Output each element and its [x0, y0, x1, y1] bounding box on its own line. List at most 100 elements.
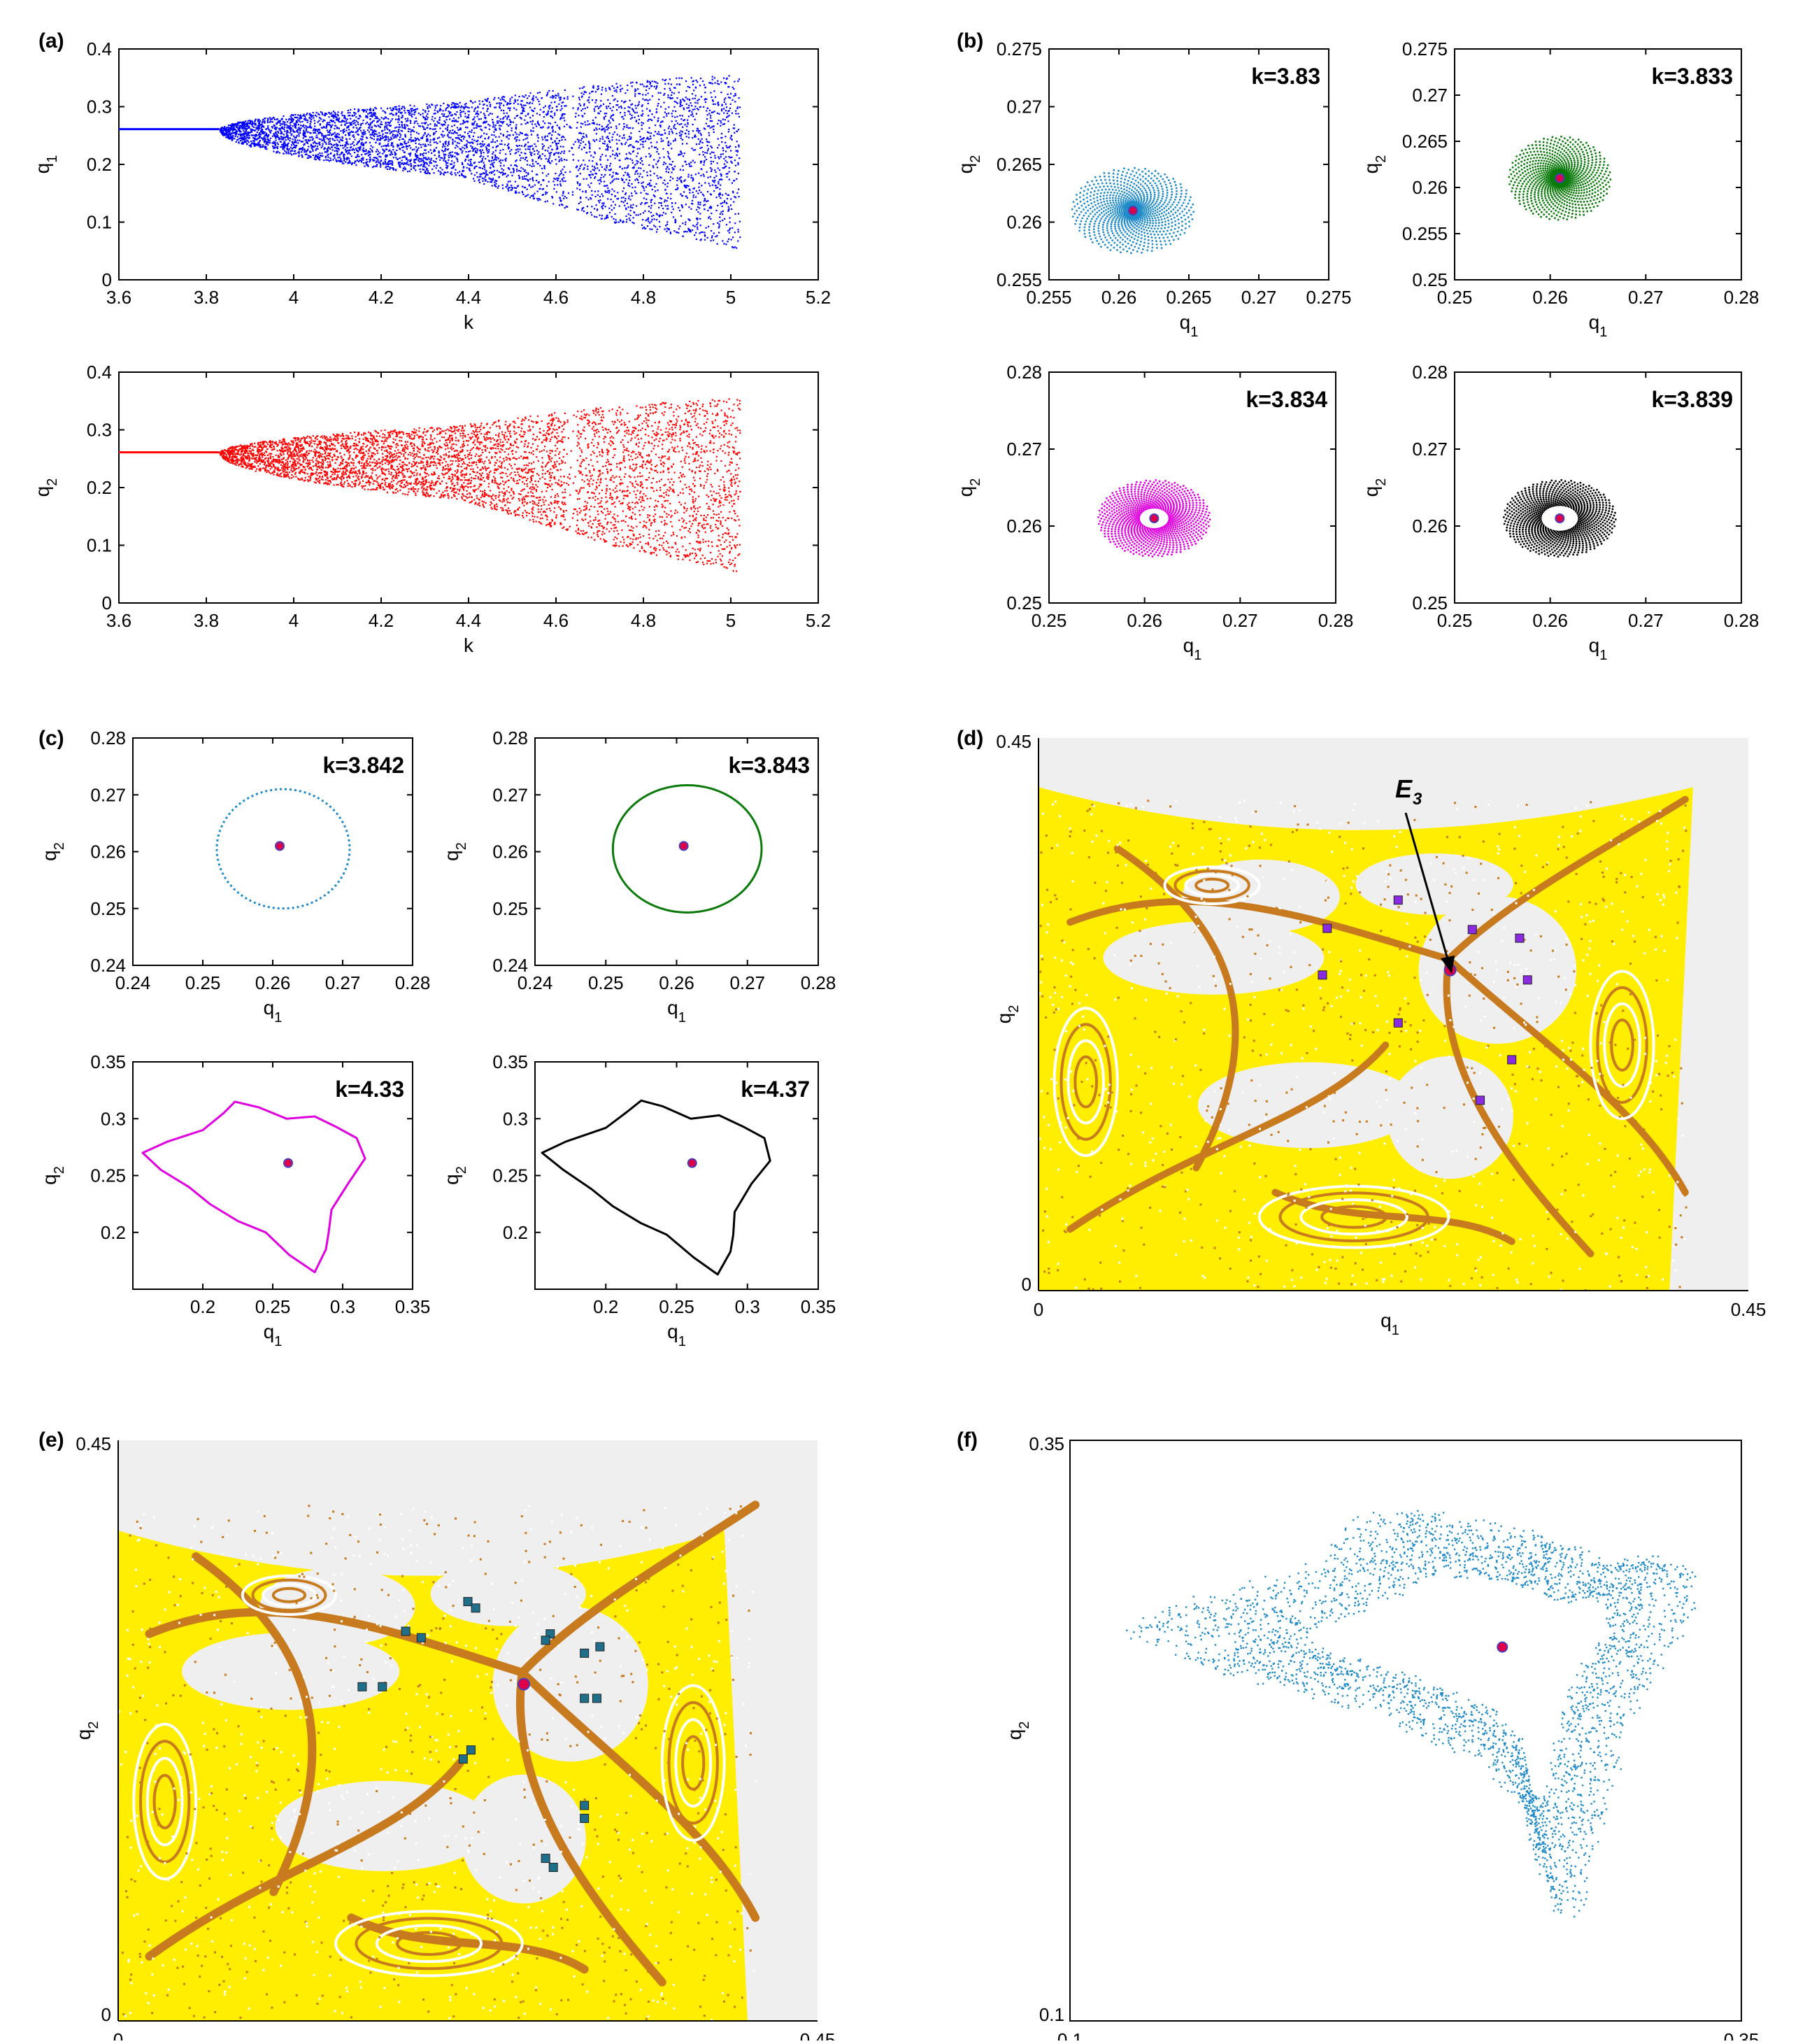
- bifurcation-point: [361, 139, 362, 141]
- bifurcation-point: [679, 210, 680, 211]
- bifurcation-point: [580, 105, 581, 106]
- bifurcation-point: [261, 131, 262, 132]
- bifurcation-point: [568, 192, 569, 194]
- bifurcation-point: [513, 103, 515, 104]
- bifurcation-point: [487, 108, 489, 109]
- bifurcation-point: [610, 169, 611, 171]
- bifurcation-point: [401, 159, 403, 161]
- bifurcation-point: [397, 122, 399, 123]
- bifurcation-point: [564, 180, 566, 182]
- bifurcation-point: [296, 145, 297, 146]
- bifurcation-point: [713, 132, 715, 133]
- bifurcation-point: [697, 211, 699, 213]
- bifurcation-point: [730, 204, 732, 206]
- bifurcation-point: [555, 94, 556, 96]
- bifurcation-point: [471, 164, 473, 166]
- bifurcation-point: [427, 139, 428, 140]
- bifurcation-point: [304, 115, 306, 117]
- bifurcation-point: [594, 191, 596, 192]
- bifurcation-point: [706, 227, 707, 229]
- bifurcation-point: [313, 129, 314, 131]
- bifurcation-point: [566, 206, 568, 208]
- bifurcation-point: [489, 125, 490, 127]
- bifurcation-point: [426, 104, 427, 105]
- bifurcation-point: [457, 135, 459, 136]
- bifurcation-point: [629, 185, 630, 187]
- bifurcation-point: [734, 81, 735, 83]
- bifurcation-point: [239, 127, 241, 129]
- bifurcation-point: [594, 102, 596, 104]
- bifurcation-point: [287, 143, 288, 145]
- bifurcation-point: [400, 143, 401, 144]
- bifurcation-point: [719, 188, 720, 190]
- bifurcation-point: [715, 187, 717, 189]
- bifurcation-point: [647, 100, 648, 101]
- bifurcation-point: [569, 171, 571, 173]
- bifurcation-point: [272, 146, 273, 147]
- bifurcation-point: [373, 160, 374, 162]
- bifurcation-point: [692, 93, 693, 94]
- bifurcation-point: [276, 142, 278, 143]
- bifurcation-point: [445, 143, 446, 145]
- bifurcation-point: [293, 136, 294, 137]
- bifurcation-point: [457, 154, 458, 155]
- bifurcation-point: [462, 175, 463, 176]
- bifurcation-point: [666, 166, 668, 167]
- bifurcation-point: [584, 121, 585, 122]
- bifurcation-point: [407, 146, 408, 147]
- bifurcation-point: [682, 115, 683, 116]
- bifurcation-point: [671, 129, 672, 130]
- panel-c-label: (c): [38, 727, 64, 750]
- bifurcation-point: [726, 224, 727, 225]
- bifurcation-point: [464, 148, 465, 149]
- bifurcation-point: [533, 111, 534, 112]
- bifurcation-point: [411, 116, 413, 118]
- bifurcation-point: [278, 139, 280, 140]
- bifurcation-point: [480, 152, 482, 154]
- bifurcation-point: [703, 154, 704, 155]
- bifurcation-point: [554, 184, 555, 185]
- bifurcation-point: [508, 181, 509, 183]
- bifurcation-point: [450, 155, 451, 156]
- bifurcation-point: [587, 106, 588, 108]
- bifurcation-point: [594, 141, 595, 142]
- bifurcation-point: [499, 103, 500, 104]
- bifurcation-point: [413, 165, 415, 166]
- bifurcation-point: [422, 116, 424, 118]
- bifurcation-point: [471, 173, 472, 174]
- bifurcation-point: [560, 152, 562, 154]
- bifurcation-point: [729, 171, 730, 172]
- bifurcation-point: [615, 90, 617, 91]
- bifurcation-point: [596, 139, 597, 141]
- bifurcation-point: [679, 84, 680, 85]
- bifurcation-point: [367, 129, 369, 131]
- bifurcation-point: [619, 153, 620, 155]
- bifurcation-point: [659, 221, 660, 222]
- bifurcation-point: [355, 125, 357, 126]
- bifurcation-point: [294, 150, 296, 152]
- bifurcation-point: [509, 150, 511, 152]
- bifurcation-point: [224, 126, 225, 127]
- bifurcation-point: [377, 153, 378, 155]
- bifurcation-point: [663, 164, 664, 165]
- bifurcation-point: [455, 152, 456, 153]
- bifurcation-point: [714, 169, 715, 171]
- bifurcation-point: [589, 186, 590, 187]
- bifurcation-point: [409, 159, 411, 161]
- bifurcation-point: [348, 112, 349, 113]
- bifurcation-point: [394, 130, 395, 132]
- bifurcation-point: [702, 142, 704, 143]
- bifurcation-point: [415, 162, 416, 163]
- bifurcation-point: [543, 120, 544, 122]
- bifurcation-point: [520, 167, 522, 169]
- bifurcation-point: [599, 179, 601, 180]
- bifurcation-point: [739, 221, 741, 222]
- bifurcation-point: [434, 118, 436, 119]
- bifurcation-point: [524, 152, 525, 154]
- bifurcation-point: [523, 108, 525, 109]
- bifurcation-point: [486, 173, 487, 175]
- bifurcation-point: [636, 112, 638, 113]
- bifurcation-point: [261, 129, 262, 131]
- bifurcation-point: [418, 159, 419, 161]
- bifurcation-point: [686, 126, 687, 127]
